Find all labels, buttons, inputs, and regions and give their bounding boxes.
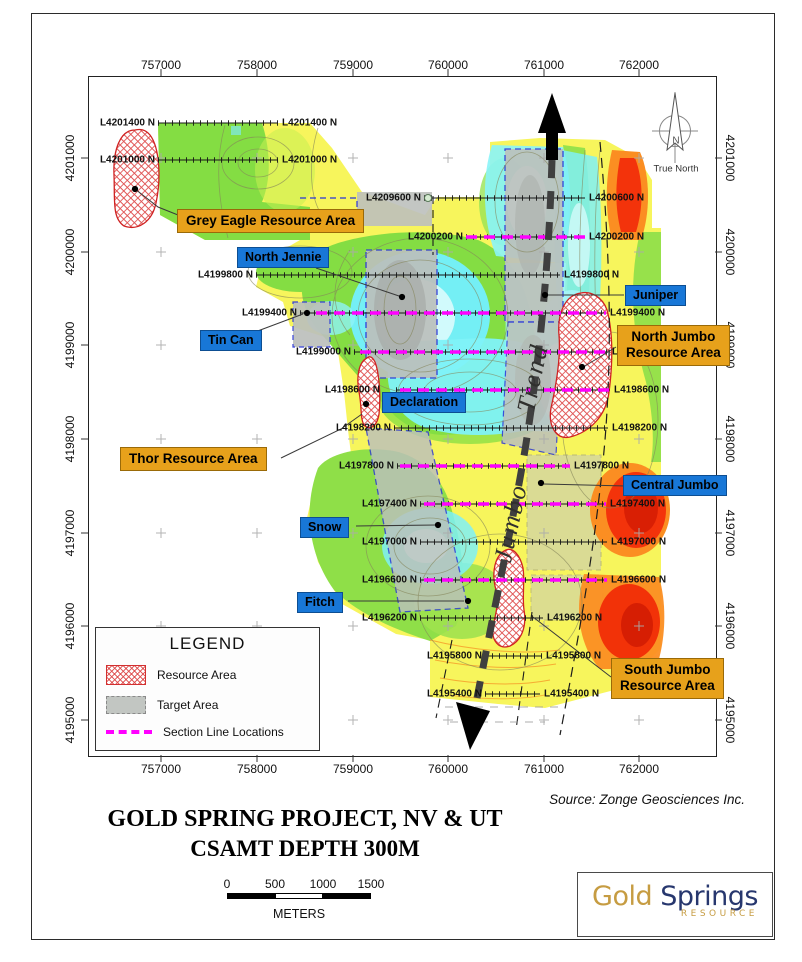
target-areas-layer [292,148,604,621]
legend-item-target: Target Area [106,696,319,714]
legend-item-resource: Resource Area [106,665,319,685]
map-title-line2: CSAMT DEPTH 300M [190,836,420,861]
station-circle-marker [424,194,432,202]
anchor-dot [541,291,549,299]
resource-area-grey-eagle [113,128,160,228]
legend-label-target: Target Area [157,698,219,712]
scale-tick-label: 0 [223,877,231,891]
gold-springs-logo: Gold Springs RESOURCE [577,872,773,937]
anchor-dot [362,400,370,408]
anchor-dot [398,293,406,301]
anchor-dot [303,309,311,317]
map-title: GOLD SPRING PROJECT, NV & UT CSAMT DEPTH… [90,806,520,862]
scale-tick-label: 1000 [309,877,337,891]
scale-bar-segment [275,893,323,899]
legend-swatch-target [106,696,146,714]
north-jumbo-leader [584,346,617,367]
grey-eagle-leader [134,188,179,216]
south-jumbo-leader [532,616,612,678]
scale-bar-segment [227,893,275,899]
callout-leader-lines [134,188,627,678]
target-area-north [357,192,432,226]
legend-label-section: Section Line Locations [163,725,284,739]
legend-label-resource: Resource Area [157,668,237,682]
map-title-line1: GOLD SPRING PROJECT, NV & UT [107,806,503,832]
page-border [31,13,775,940]
legend-swatch-section [106,730,152,734]
thor-leader [280,413,363,459]
legend-box: LEGEND Resource Area Target Area Section L… [95,627,320,751]
anchor-dot [434,521,442,529]
trend-arrowhead-north [538,93,566,133]
legend-title: LEGEND [169,634,246,653]
scale-bar-segment [323,893,371,899]
anchor-dots-layer [131,185,586,605]
north-jennie-leader [315,267,403,298]
trend-arrowhead-south [456,702,490,750]
scale-tick-label: 500 [264,877,286,891]
central-jumbo-leader [543,483,627,487]
anchor-dot [131,185,139,193]
legend-swatch-resource [106,665,146,685]
snow-leader [355,524,437,527]
resource-area-thor [357,356,381,429]
logo-word-gold: Gold [592,881,653,912]
logo-subtitle: RESOURCE [680,909,758,919]
anchor-dot [464,597,472,605]
jumbo-trend-arrow [456,93,566,750]
legend-item-section: Section Line Locations [106,725,319,739]
tin-can-leader [254,313,304,333]
anchor-dot [537,479,545,487]
scale-unit-label: METERS [272,907,326,921]
target-area-tin-can [292,301,331,348]
source-credit: Source: Zonge Geosciences Inc. [549,792,745,807]
target-area-central [526,454,602,571]
scale-tick-label: 1500 [357,877,385,891]
anchor-dot [578,363,586,371]
true-north-compass [652,92,698,163]
logo-wordmark: Gold Springs [578,881,772,912]
logo-word-springs: Springs [660,881,758,912]
legend-items: Resource Area Target Area Section Line Loc… [96,665,319,739]
contour-lines-layer [218,124,659,671]
